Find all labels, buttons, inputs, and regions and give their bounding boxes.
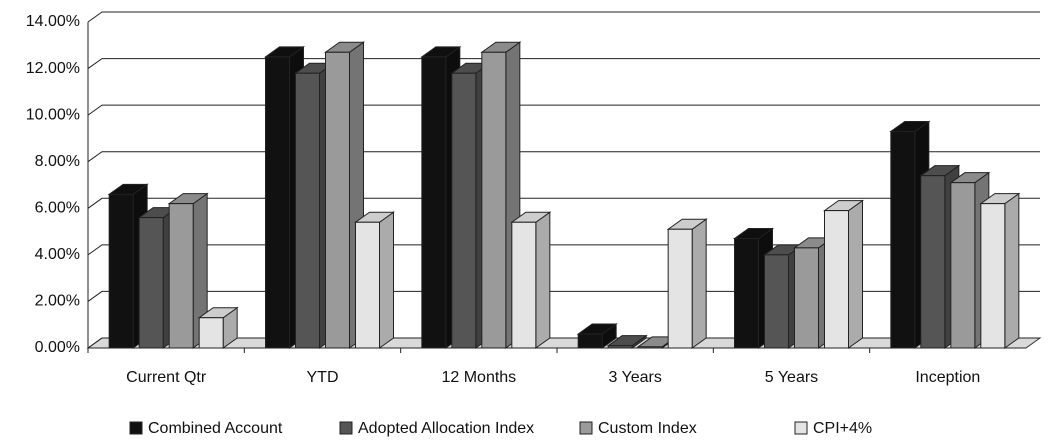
bar [451, 72, 477, 349]
bar [198, 317, 224, 349]
y-tick-label: 4.00% [35, 246, 80, 263]
legend-swatch [579, 421, 593, 435]
grid-line [87, 104, 1040, 116]
bar [481, 51, 507, 349]
bar [734, 238, 759, 349]
bar [138, 217, 164, 349]
bar [764, 254, 789, 349]
bar [168, 203, 194, 349]
bar-side [1004, 192, 1020, 349]
legend-label: Combined Account [148, 420, 283, 437]
bar [920, 175, 946, 349]
grid-line [87, 11, 1040, 23]
bar [295, 72, 320, 349]
x-tick-label: Current Qtr [126, 369, 207, 386]
x-tick-label: 3 Years [608, 369, 661, 386]
x-tick-label: 12 Months [441, 369, 516, 386]
y-tick-label: 6.00% [35, 200, 80, 217]
legend-swatch [129, 421, 143, 435]
legend-label: Custom Index [598, 420, 697, 437]
y-tick-label: 14.00% [26, 13, 80, 30]
legend-label: Adopted Allocation Index [358, 420, 534, 437]
legend-label: CPI+4% [813, 420, 872, 437]
y-tick-label: 2.00% [35, 293, 80, 310]
bar-side [535, 211, 551, 349]
grid-line [87, 58, 1040, 69]
bar [265, 56, 290, 349]
legend-swatch [794, 421, 808, 435]
bar [421, 56, 447, 349]
grid-line [87, 151, 1040, 163]
bar-side [379, 211, 394, 349]
bar [667, 228, 693, 349]
x-tick-label: Inception [915, 369, 980, 386]
bar-side [848, 199, 863, 349]
grid-line [87, 244, 1040, 256]
bar-side [691, 218, 707, 349]
bar [794, 247, 819, 349]
bar [980, 203, 1006, 349]
x-tick-label: 5 Years [765, 369, 818, 386]
bar [325, 51, 350, 349]
y-tick-label: 12.00% [26, 60, 80, 77]
grid-line [87, 197, 1040, 209]
y-tick-label: 0.00% [35, 339, 80, 356]
bar [108, 193, 134, 349]
y-tick-label: 8.00% [35, 153, 80, 170]
bar [577, 333, 603, 349]
bar [824, 210, 849, 349]
legend-swatch [339, 421, 353, 435]
grid-line [87, 337, 1040, 349]
bar [355, 221, 380, 349]
x-tick-label: YTD [307, 369, 339, 386]
bar [890, 130, 916, 349]
grid-line [87, 290, 1040, 302]
y-tick-label: 10.00% [26, 106, 80, 123]
bar [950, 182, 976, 349]
bar [511, 221, 537, 349]
